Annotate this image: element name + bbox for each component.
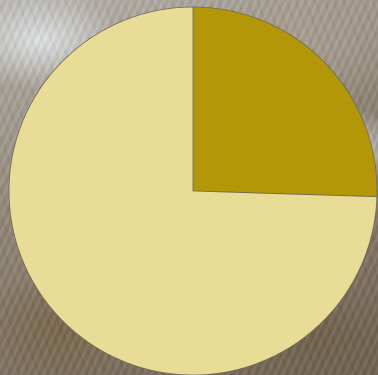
- pie-slice-1: [192, 6, 378, 198]
- pie-slices: [8, 6, 378, 375]
- pie-slice-2: [8, 6, 378, 375]
